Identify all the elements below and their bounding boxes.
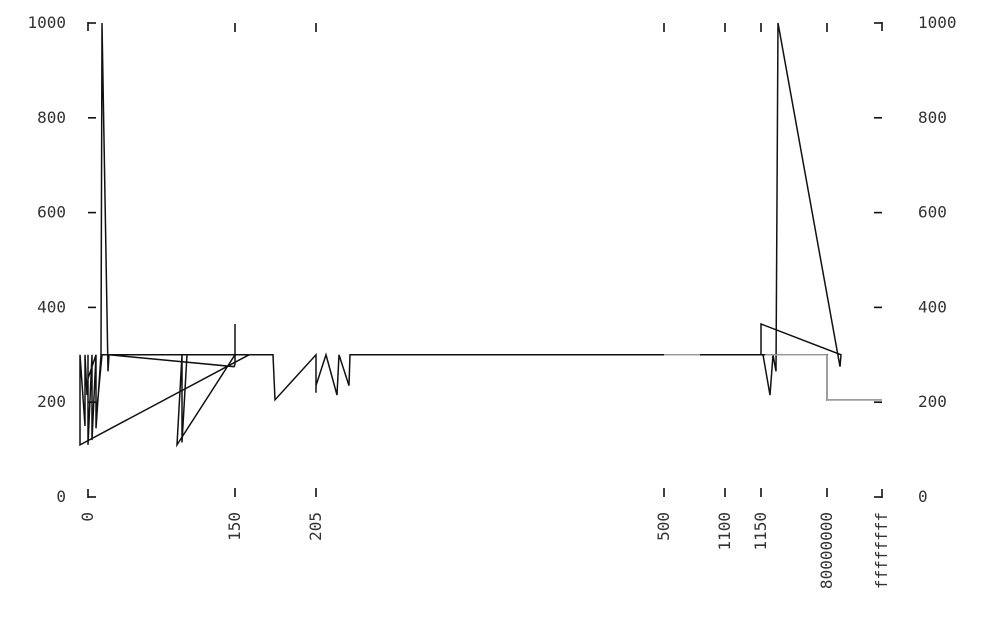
x-tick-label-80000000: 80000000 — [817, 512, 836, 589]
y-tick-label-left-200: 200 — [37, 392, 66, 411]
y-tick-label-left-800: 800 — [37, 108, 66, 127]
x-tick-label-205: 205 — [306, 512, 325, 541]
y-tick-label-right-1000: 1000 — [918, 13, 957, 32]
y-tick-label-left-600: 600 — [37, 203, 66, 222]
y-tick-label-right-200: 200 — [918, 392, 947, 411]
y-tick-label-right-0: 0 — [918, 487, 928, 506]
x-tick-label-1100: 1100 — [715, 512, 734, 551]
y-tick-label-left-400: 400 — [37, 297, 66, 316]
y-tick-label-left-0: 0 — [56, 487, 66, 506]
y-tick-label-right-400: 400 — [918, 297, 947, 316]
y-tick-label-left-1000: 1000 — [27, 13, 66, 32]
series-line — [79, 22, 882, 448]
x-tick-label-0: 0 — [78, 512, 97, 522]
y-tick-label-right-800: 800 — [918, 108, 947, 127]
x-tick-label-1150: 1150 — [751, 512, 770, 551]
x-tick-label-500: 500 — [654, 512, 673, 541]
x-tick-label-150: 150 — [225, 512, 244, 541]
x-tick-label-ffffffff: ffffffff — [872, 512, 891, 589]
y-tick-label-right-600: 600 — [918, 203, 947, 222]
